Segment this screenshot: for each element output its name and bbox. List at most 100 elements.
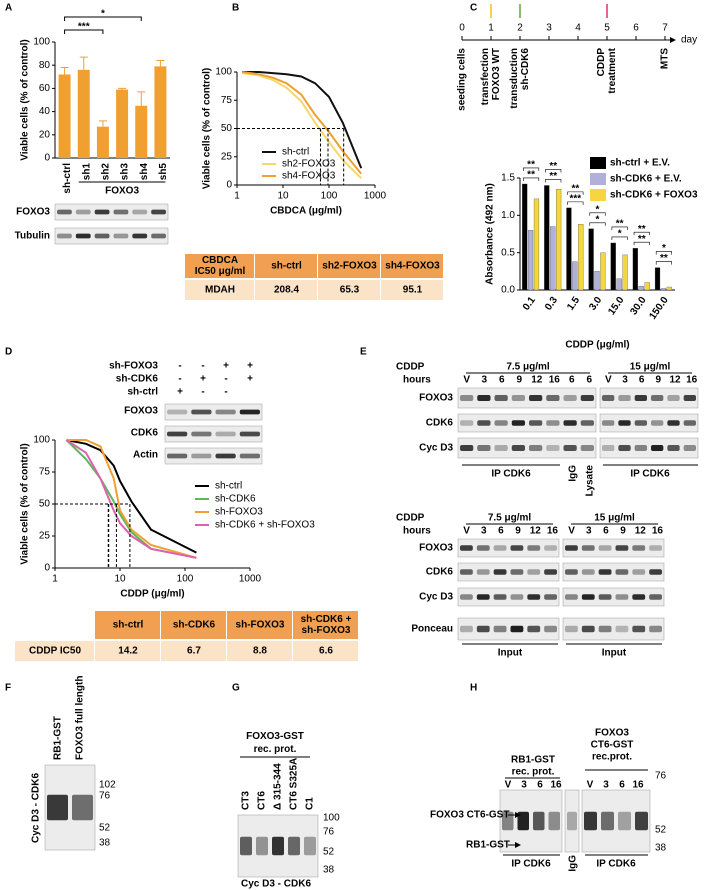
legend-label: sh2-FOXO3 xyxy=(282,159,336,170)
table-header: sh-FOXO3 xyxy=(302,625,351,636)
band xyxy=(632,545,646,551)
blot xyxy=(599,387,699,409)
y-tick-label: 25 xyxy=(39,531,51,542)
condition-mark: - xyxy=(224,387,227,398)
condition-mark: - xyxy=(178,361,181,372)
blot-label: Cyc D3 xyxy=(419,443,453,454)
x-tick-label: 10 xyxy=(114,574,126,585)
table-cell-text: 6.7 xyxy=(187,646,201,657)
lane-label: 16 xyxy=(686,375,698,386)
group-label: 7.5 μg/ml xyxy=(488,513,532,524)
band xyxy=(632,625,646,633)
legend-label: sh-ctrl + E.V. xyxy=(610,158,670,169)
condition-mark: + xyxy=(247,361,253,372)
significance-bracket xyxy=(633,241,650,246)
band xyxy=(563,395,577,401)
band xyxy=(634,395,647,401)
blot xyxy=(599,413,699,433)
band xyxy=(634,445,647,451)
band xyxy=(132,233,148,239)
blot-label: Cyc D3 - CDK6 xyxy=(241,879,311,890)
band xyxy=(510,569,524,575)
timeline-label: 3 xyxy=(546,23,552,34)
band xyxy=(502,811,514,831)
blot xyxy=(164,447,263,465)
band xyxy=(477,420,491,426)
significance-bracket xyxy=(655,261,672,265)
timeline-label: 6 xyxy=(633,23,639,34)
y-tick-label: 0.5 xyxy=(501,247,515,258)
band xyxy=(565,594,578,600)
significance: ** xyxy=(527,170,535,181)
band xyxy=(667,395,680,401)
condition-label: sh-ctrl xyxy=(127,387,158,398)
blot xyxy=(54,227,169,245)
x-tick-label: 1.5 xyxy=(565,295,582,313)
band xyxy=(460,545,473,551)
band xyxy=(683,445,696,451)
band xyxy=(618,445,631,451)
blot-label: CDK6 xyxy=(426,418,454,429)
table-cell xyxy=(293,641,358,661)
band xyxy=(511,420,525,426)
table-cell xyxy=(161,641,226,661)
band xyxy=(581,625,595,633)
error-bar xyxy=(118,87,127,90)
y-axis-label: Viable cells (% of control) xyxy=(20,39,31,161)
timeline-label: 0 xyxy=(459,23,465,34)
blot xyxy=(164,403,263,421)
band xyxy=(584,811,597,831)
bar xyxy=(632,248,638,291)
band xyxy=(546,445,560,451)
lane-label: 12 xyxy=(531,375,543,386)
marker-label: 100 xyxy=(323,813,340,824)
marker-label: 38 xyxy=(655,843,667,854)
lane-label: 9 xyxy=(620,526,626,537)
lane-label: V xyxy=(505,780,512,791)
bar xyxy=(135,105,148,158)
table-header-cell xyxy=(227,611,292,639)
band xyxy=(651,395,664,401)
band xyxy=(132,209,148,215)
panel-letter: H xyxy=(470,683,477,694)
table-header: sh-ctrl xyxy=(271,261,302,272)
lane-label: 12 xyxy=(669,375,681,386)
group-label: rec.prot. xyxy=(592,752,632,763)
significance-bracket xyxy=(64,16,142,21)
band xyxy=(651,445,664,451)
lane-label: V xyxy=(463,526,470,537)
lane-label: V xyxy=(568,526,575,537)
bar xyxy=(544,185,550,291)
band xyxy=(191,431,212,437)
footer-label: Input xyxy=(602,648,627,659)
band xyxy=(151,233,166,239)
band xyxy=(460,420,474,426)
y-tick-label: 0 xyxy=(44,153,50,164)
lane-label: 3 xyxy=(603,780,609,791)
band xyxy=(476,545,490,551)
bar xyxy=(116,89,129,158)
legend-label: sh-CDK6 xyxy=(215,494,256,505)
marker-label: 52 xyxy=(655,825,667,836)
band-label: RB1-GST xyxy=(466,840,510,851)
x-tick-label: 0.1 xyxy=(521,295,538,313)
blot xyxy=(164,425,263,443)
table-cell xyxy=(381,280,443,300)
band xyxy=(272,836,284,856)
band xyxy=(649,545,662,551)
band xyxy=(533,811,545,831)
marker-label: 76 xyxy=(655,771,667,782)
band xyxy=(527,594,541,600)
band xyxy=(494,395,508,401)
band xyxy=(580,420,594,426)
lane-label: 6 xyxy=(586,375,592,386)
bar xyxy=(77,69,90,158)
band xyxy=(548,811,560,831)
lane-label: 6 xyxy=(639,375,645,386)
y-axis-label: Viable cells (% of control) xyxy=(20,443,31,565)
table-header: sh2-FOXO3 xyxy=(322,261,377,272)
table-header-cell xyxy=(95,611,160,639)
lane-label: 6 xyxy=(569,375,575,386)
band xyxy=(598,545,612,551)
